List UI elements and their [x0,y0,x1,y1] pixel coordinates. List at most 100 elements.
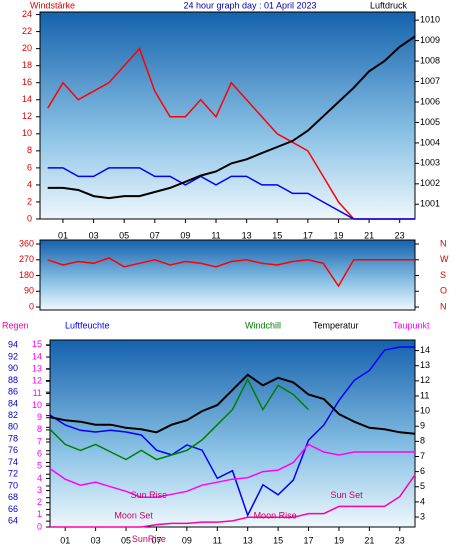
y3-tick-label: 0 [37,521,42,531]
legend-entry: Regen [2,320,29,330]
y2-tick-label: 6 [420,466,425,476]
y2-tick-label: 1007 [420,76,440,86]
x-tick-label: 23 [395,230,405,240]
y-tick-label: 86 [8,387,18,397]
x-tick-label: 21 [364,535,374,545]
y-tick-label: 16 [22,77,32,87]
series-line [49,377,310,461]
x-tick-label: 07 [150,230,160,240]
x-tick-label: 15 [273,535,283,545]
legend-entry: Luftfeuchte [65,320,110,330]
y2-tick-label: 13 [420,360,430,370]
wind-axis-title: Windstärke [30,0,75,10]
y-tick-label: 10 [22,128,32,138]
y-tick-label: 80 [8,422,18,432]
y3-tick-label: 8 [37,424,42,434]
y2-tick-label: 1002 [420,178,440,188]
series-line [47,257,415,288]
y-tick-label: 92 [8,351,18,361]
x-tick-label: 19 [334,535,344,545]
y-tick-label: 18 [22,60,32,70]
annotation: Moon Rise [254,511,297,521]
y-tick-label: 12 [22,111,32,121]
y-tick-label: 2 [27,196,32,206]
x-tick-label: 01 [58,230,68,240]
y-tick-label: 4 [27,179,32,189]
plot-area [39,239,416,311]
y-tick-label: 72 [8,469,18,479]
series-line [49,346,415,518]
y-tick-label: 20 [22,43,32,53]
x-tick-label: 09 [182,535,192,545]
x-tick-label: 17 [303,230,313,240]
y-tick-label: 68 [8,492,18,502]
y-tick-label: 94 [8,340,18,350]
legend-entry: Taupunkt [393,320,430,330]
y3-tick-label: 15 [32,339,42,349]
y2-tick-label: 9 [420,421,425,431]
x-tick-label: 23 [395,535,405,545]
chart-title: 24 hour graph day : 01 April 2023 [183,0,316,10]
y-tick-label: 88 [8,375,18,385]
y-tick-label: 82 [8,410,18,420]
y-tick-label: 76 [8,445,18,455]
plot-area [39,11,416,220]
y2-tick-label: 3 [420,511,425,521]
x-tick-label: 11 [213,535,222,545]
y-tick-label: 78 [8,433,18,443]
y3-tick-label: 9 [37,412,42,422]
y2-tick-label: 4 [420,496,425,506]
y-tick-label: 6 [27,162,32,172]
y2-tick-label: 5 [420,481,425,491]
pressure-axis-title: Luftdruck [370,0,408,10]
y-tick-label: 74 [8,457,18,467]
y-tick-label: 90 [8,363,18,373]
x-tick-label: 13 [243,535,253,545]
x-tick-label: 05 [121,535,131,545]
y3-tick-label: 5 [37,461,42,471]
y2-tick-label: O [440,286,447,296]
x-tick-label: 11 [211,230,220,240]
y3-tick-label: 6 [37,449,42,459]
y-tick-label: 70 [8,480,18,490]
y-tick-label: 90 [24,286,34,296]
y2-tick-label: N [440,238,447,248]
legend-entry: Temperatur [313,320,359,330]
annotation: SunRise [132,534,166,544]
y2-tick-label: S [440,270,446,280]
series-line [47,167,415,220]
y2-tick-label: 1005 [420,117,440,127]
x-tick-label: 05 [119,230,129,240]
y-tick-label: 0 [27,213,32,223]
y2-tick-label: 8 [420,436,425,446]
y3-tick-label: 10 [32,400,42,410]
x-tick-label: 01 [60,535,70,545]
x-tick-label: 09 [180,230,190,240]
y2-tick-label: 1009 [420,35,440,45]
y2-tick-label: 11 [420,390,429,400]
y2-tick-label: 7 [420,451,425,461]
series-line [50,474,416,528]
y-tick-label: 84 [8,398,18,408]
y2-tick-label: 12 [420,375,430,385]
y-tick-label: 64 [8,516,18,526]
x-tick-label: 21 [364,230,374,240]
x-tick-label: 13 [242,230,252,240]
y2-tick-label: N [440,301,447,311]
y2-tick-label: 1001 [420,199,440,209]
y-tick-label: 24 [22,9,32,19]
series-line [49,443,415,499]
annotation: Moon Set [114,511,153,521]
y3-tick-label: 1 [37,509,42,519]
x-tick-label: 03 [89,230,99,240]
y-tick-label: 8 [27,145,32,155]
series-line [49,373,416,435]
y-tick-label: 22 [22,26,32,36]
y2-tick-label: 1006 [420,96,440,106]
y-tick-label: 66 [8,504,18,514]
annotation: Sun Rise [131,490,168,500]
y2-tick-label: W [440,254,449,264]
y-tick-label: 180 [19,270,34,280]
legend-entry: Windchill [245,320,281,330]
y3-tick-label: 14 [32,351,42,361]
